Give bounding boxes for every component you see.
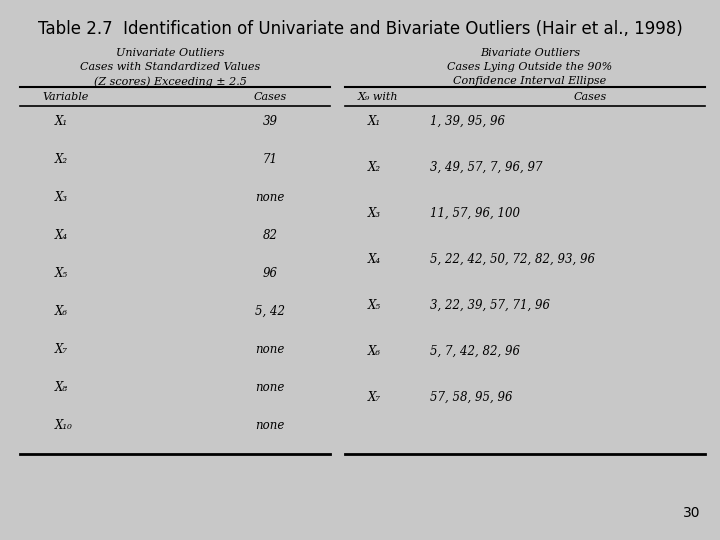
Text: X₃: X₃ [55, 191, 68, 204]
Text: 5, 7, 42, 82, 96: 5, 7, 42, 82, 96 [430, 345, 520, 358]
Text: Variable: Variable [42, 92, 89, 102]
Text: Cases: Cases [573, 92, 607, 102]
Text: 96: 96 [263, 267, 277, 280]
Text: 5, 42: 5, 42 [255, 305, 285, 318]
Text: 30: 30 [683, 506, 700, 520]
Text: X₃: X₃ [368, 207, 381, 220]
Text: X₄: X₄ [368, 253, 381, 266]
Text: X₆: X₆ [55, 305, 68, 318]
Text: X₁₀: X₁₀ [55, 419, 73, 432]
Text: 3, 49, 57, 7, 96, 97: 3, 49, 57, 7, 96, 97 [430, 161, 542, 174]
Text: Table 2.7  Identification of Univariate and Bivariate Outliers (Hair et al., 199: Table 2.7 Identification of Univariate a… [37, 20, 683, 38]
Text: none: none [256, 381, 284, 394]
Text: X₂: X₂ [55, 153, 68, 166]
Text: X₂: X₂ [368, 161, 381, 174]
Text: X₉ with: X₉ with [358, 92, 398, 102]
Text: none: none [256, 191, 284, 204]
Text: 82: 82 [263, 229, 277, 242]
Text: X₆: X₆ [368, 345, 381, 358]
Text: Cases: Cases [253, 92, 287, 102]
Text: 11, 57, 96, 100: 11, 57, 96, 100 [430, 207, 520, 220]
Text: Cases with Standardized Values: Cases with Standardized Values [80, 62, 260, 72]
Text: 71: 71 [263, 153, 277, 166]
Text: X₇: X₇ [368, 391, 381, 404]
Text: X₁: X₁ [55, 115, 68, 128]
Text: 57, 58, 95, 96: 57, 58, 95, 96 [430, 391, 513, 404]
Text: X₇: X₇ [55, 343, 68, 356]
Text: X₁: X₁ [368, 115, 381, 128]
Text: none: none [256, 419, 284, 432]
Text: Confidence Interval Ellipse: Confidence Interval Ellipse [454, 76, 607, 86]
Text: X₅: X₅ [368, 299, 381, 312]
Text: Bivariate Outliers: Bivariate Outliers [480, 48, 580, 58]
Text: (Z scores) Exceeding ± 2.5: (Z scores) Exceeding ± 2.5 [94, 76, 246, 86]
Text: none: none [256, 343, 284, 356]
Text: 5, 22, 42, 50, 72, 82, 93, 96: 5, 22, 42, 50, 72, 82, 93, 96 [430, 253, 595, 266]
Text: Univariate Outliers: Univariate Outliers [116, 48, 224, 58]
Text: 1, 39, 95, 96: 1, 39, 95, 96 [430, 115, 505, 128]
Text: 39: 39 [263, 115, 277, 128]
Text: Cases Lying Outside the 90%: Cases Lying Outside the 90% [447, 62, 613, 72]
Text: 3, 22, 39, 57, 71, 96: 3, 22, 39, 57, 71, 96 [430, 299, 550, 312]
Text: X₅: X₅ [55, 267, 68, 280]
Text: X₄: X₄ [55, 229, 68, 242]
Text: X₈: X₈ [55, 381, 68, 394]
